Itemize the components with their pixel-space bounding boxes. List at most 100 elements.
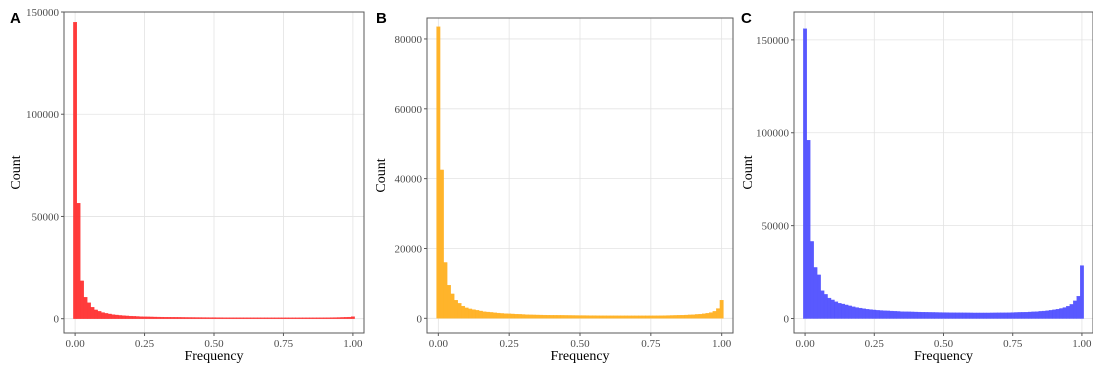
histogram-bar (913, 311, 918, 319)
histogram-bar (281, 317, 286, 319)
x-tick-label: 0.75 (1003, 338, 1023, 350)
histogram-bar (464, 307, 469, 319)
histogram-bar (316, 317, 321, 319)
histogram-bar (489, 312, 494, 319)
histogram-bar (246, 317, 251, 319)
histogram-bar (326, 317, 331, 319)
histogram-bar (87, 302, 91, 319)
histogram-bar (893, 311, 897, 319)
histogram-bar (160, 316, 164, 319)
histogram-bar (208, 317, 213, 319)
histogram-bar (111, 314, 116, 319)
histogram-bar (457, 303, 462, 319)
histogram-bar (709, 312, 713, 319)
histogram-bar (142, 316, 147, 319)
panel-letter: C (741, 10, 752, 27)
histogram-bar (514, 313, 519, 319)
histogram-bar (820, 290, 825, 319)
histogram-bar (319, 317, 324, 319)
y-tick-label: 150000 (26, 7, 60, 19)
histogram-bar (503, 313, 508, 319)
histogram-bar (510, 313, 515, 319)
histogram-bar (585, 315, 589, 319)
histogram-bar (450, 293, 455, 319)
histogram-bar (125, 315, 130, 319)
histogram-bar (135, 316, 140, 319)
histogram-bar (920, 312, 925, 319)
histogram-bar (588, 315, 593, 319)
histogram-bar (257, 317, 262, 319)
histogram-bar (641, 315, 646, 319)
histogram-bar (886, 310, 891, 319)
histogram-bar (1000, 312, 1005, 319)
histogram-bar (712, 311, 717, 319)
histogram-bar (507, 313, 512, 319)
histogram-bar (132, 316, 137, 319)
histogram-bar (528, 314, 533, 319)
panel-letter: B (376, 10, 387, 27)
histogram-bar (191, 317, 196, 319)
histogram-bar (184, 317, 189, 319)
histogram-bar (496, 312, 501, 319)
histogram-bar (969, 312, 974, 319)
histogram-bar (222, 317, 227, 319)
y-tick-label: 0 (417, 313, 423, 325)
histogram-bar (546, 315, 551, 319)
histogram-bar (624, 315, 628, 319)
histogram-bar (278, 317, 282, 319)
histogram-bar (705, 313, 710, 319)
histogram-bar (659, 315, 664, 319)
histogram-bar (827, 297, 832, 319)
histogram-bar (340, 317, 345, 319)
x-tick-label: 1.00 (1072, 338, 1092, 350)
histogram-bar (865, 309, 870, 319)
y-tick-label: 40000 (395, 174, 423, 186)
histogram-bar (666, 315, 671, 319)
histogram-bar (680, 315, 685, 319)
histogram-bar (243, 317, 248, 319)
histogram-bar (291, 317, 296, 319)
histogram-bar (670, 315, 674, 319)
histogram-bar (606, 315, 611, 319)
histogram-bar (702, 313, 706, 319)
histogram-bar (945, 312, 949, 319)
histogram-bar (236, 317, 241, 319)
histogram-bar (581, 315, 586, 319)
histogram-bar (298, 317, 303, 319)
histogram-bar (556, 315, 561, 319)
histogram-bar (350, 316, 355, 319)
histogram-bar (539, 314, 543, 319)
histogram-bar (153, 316, 157, 319)
y-axis-title: Count (9, 155, 24, 189)
x-tick-label: 1.00 (343, 338, 363, 350)
histogram-bar (571, 315, 575, 319)
histogram-bar (73, 22, 77, 319)
panel-c: 0.00 0.25 0.50 0.75 1.00 0 50000 100000 150000 Fr… (741, 10, 1093, 364)
histogram-bar (1069, 304, 1074, 319)
histogram-bar (271, 317, 275, 319)
histogram-bar (810, 241, 814, 319)
histogram-bar (475, 310, 480, 319)
histogram-bar (698, 313, 703, 319)
x-axis-title: Frequency (184, 349, 243, 364)
y-tick-label: 50000 (32, 211, 60, 223)
x-tick-label: 0.25 (500, 338, 520, 350)
y-tick-label: 0 (54, 314, 60, 326)
histogram-bar (638, 315, 643, 319)
x-tick-label: 0.75 (641, 338, 661, 350)
histogram-bar (990, 312, 994, 319)
histogram-bar (229, 317, 234, 319)
histogram-bar (212, 317, 216, 319)
histogram-bar (617, 315, 621, 319)
histogram-bar (107, 313, 112, 319)
histogram-bar (542, 314, 547, 319)
panel-letter: A (10, 10, 21, 27)
histogram-bar (295, 317, 300, 319)
x-tick-label: 0.50 (934, 338, 954, 350)
histogram-bar (253, 317, 258, 319)
histogram-bar (716, 308, 721, 319)
histogram-bar (118, 315, 123, 319)
histogram-bar (225, 317, 230, 319)
histogram-bar (163, 317, 168, 319)
histogram-bar (567, 315, 572, 319)
